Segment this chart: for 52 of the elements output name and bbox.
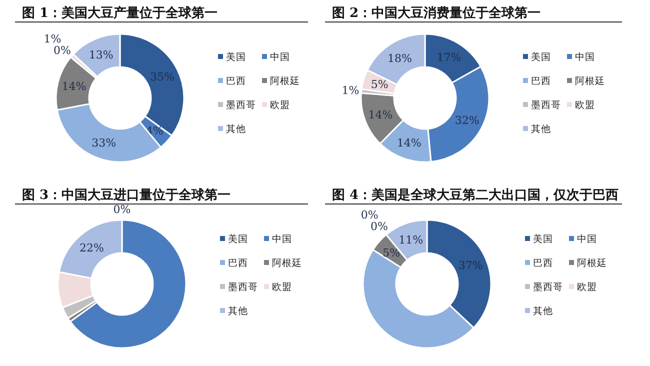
text: 0% [370, 220, 388, 234]
legend-label: 欧盟 [270, 99, 290, 111]
legend-label: 其他 [531, 123, 551, 135]
data-label: 35% [150, 70, 175, 84]
chart-title: 图 1：美国大豆产量位于全球第一 [22, 5, 218, 21]
data-label: 14% [396, 136, 422, 150]
data-label: 13% [88, 48, 114, 62]
legend-label: 阿根廷 [272, 257, 302, 269]
legend-label: 巴西 [226, 76, 246, 87]
legend-label: 中国 [272, 233, 292, 245]
legend-label: 墨西哥 [228, 282, 258, 293]
legend-label: 欧盟 [577, 281, 597, 293]
data-label: 32% [454, 114, 480, 128]
chart-title: 图 2：中国大豆消费量位于全球第一 [332, 5, 541, 21]
data-label: 5% [370, 78, 388, 92]
legend-label: 其他 [533, 305, 553, 317]
text: 0% [53, 44, 71, 58]
legend-label: 阿根廷 [577, 257, 607, 269]
legend-label: 墨西哥 [226, 100, 256, 111]
text: 0% [113, 203, 131, 216]
legend-label: 中国 [577, 233, 597, 245]
data-label: 1% [44, 32, 62, 46]
legend-label: 其他 [228, 305, 248, 317]
legend-label: 巴西 [228, 258, 248, 269]
legend-label: 美国 [226, 51, 246, 63]
data-label: 37% [458, 259, 483, 272]
legend-label: 其他 [226, 123, 246, 135]
legend-label: 美国 [531, 51, 551, 63]
chart-title: 图 4：美国是全球大豆第二大出口国，仅次于巴西 [332, 187, 619, 203]
data-label: 18% [388, 52, 412, 65]
data-label: 14% [62, 80, 86, 94]
chart-title: 图 3：中国大豆进口量位于全球第一 [22, 187, 231, 203]
legend-label: 美国 [533, 233, 553, 245]
data-label: 22% [79, 241, 104, 254]
legend-label: 墨西哥 [531, 100, 561, 111]
legend-label: 美国 [228, 233, 248, 245]
legend-label: 阿根廷 [270, 75, 300, 87]
data-label: 1% [342, 84, 360, 97]
data-label: 14% [368, 108, 393, 122]
legend-label: 中国 [575, 51, 595, 63]
data-label: 17% [436, 50, 462, 64]
data-label: 11% [398, 233, 424, 246]
legend-label: 欧盟 [272, 281, 292, 293]
legend-label: 中国 [270, 51, 290, 63]
legend-label: 欧盟 [575, 99, 595, 111]
legend-label: 巴西 [531, 76, 551, 87]
legend-label: 墨西哥 [533, 282, 563, 293]
legend-label: 阿根廷 [575, 75, 605, 87]
data-label: 5% [382, 246, 400, 260]
data-label: 33% [92, 136, 116, 150]
legend-label: 巴西 [533, 258, 553, 269]
text: 0% [360, 208, 378, 222]
